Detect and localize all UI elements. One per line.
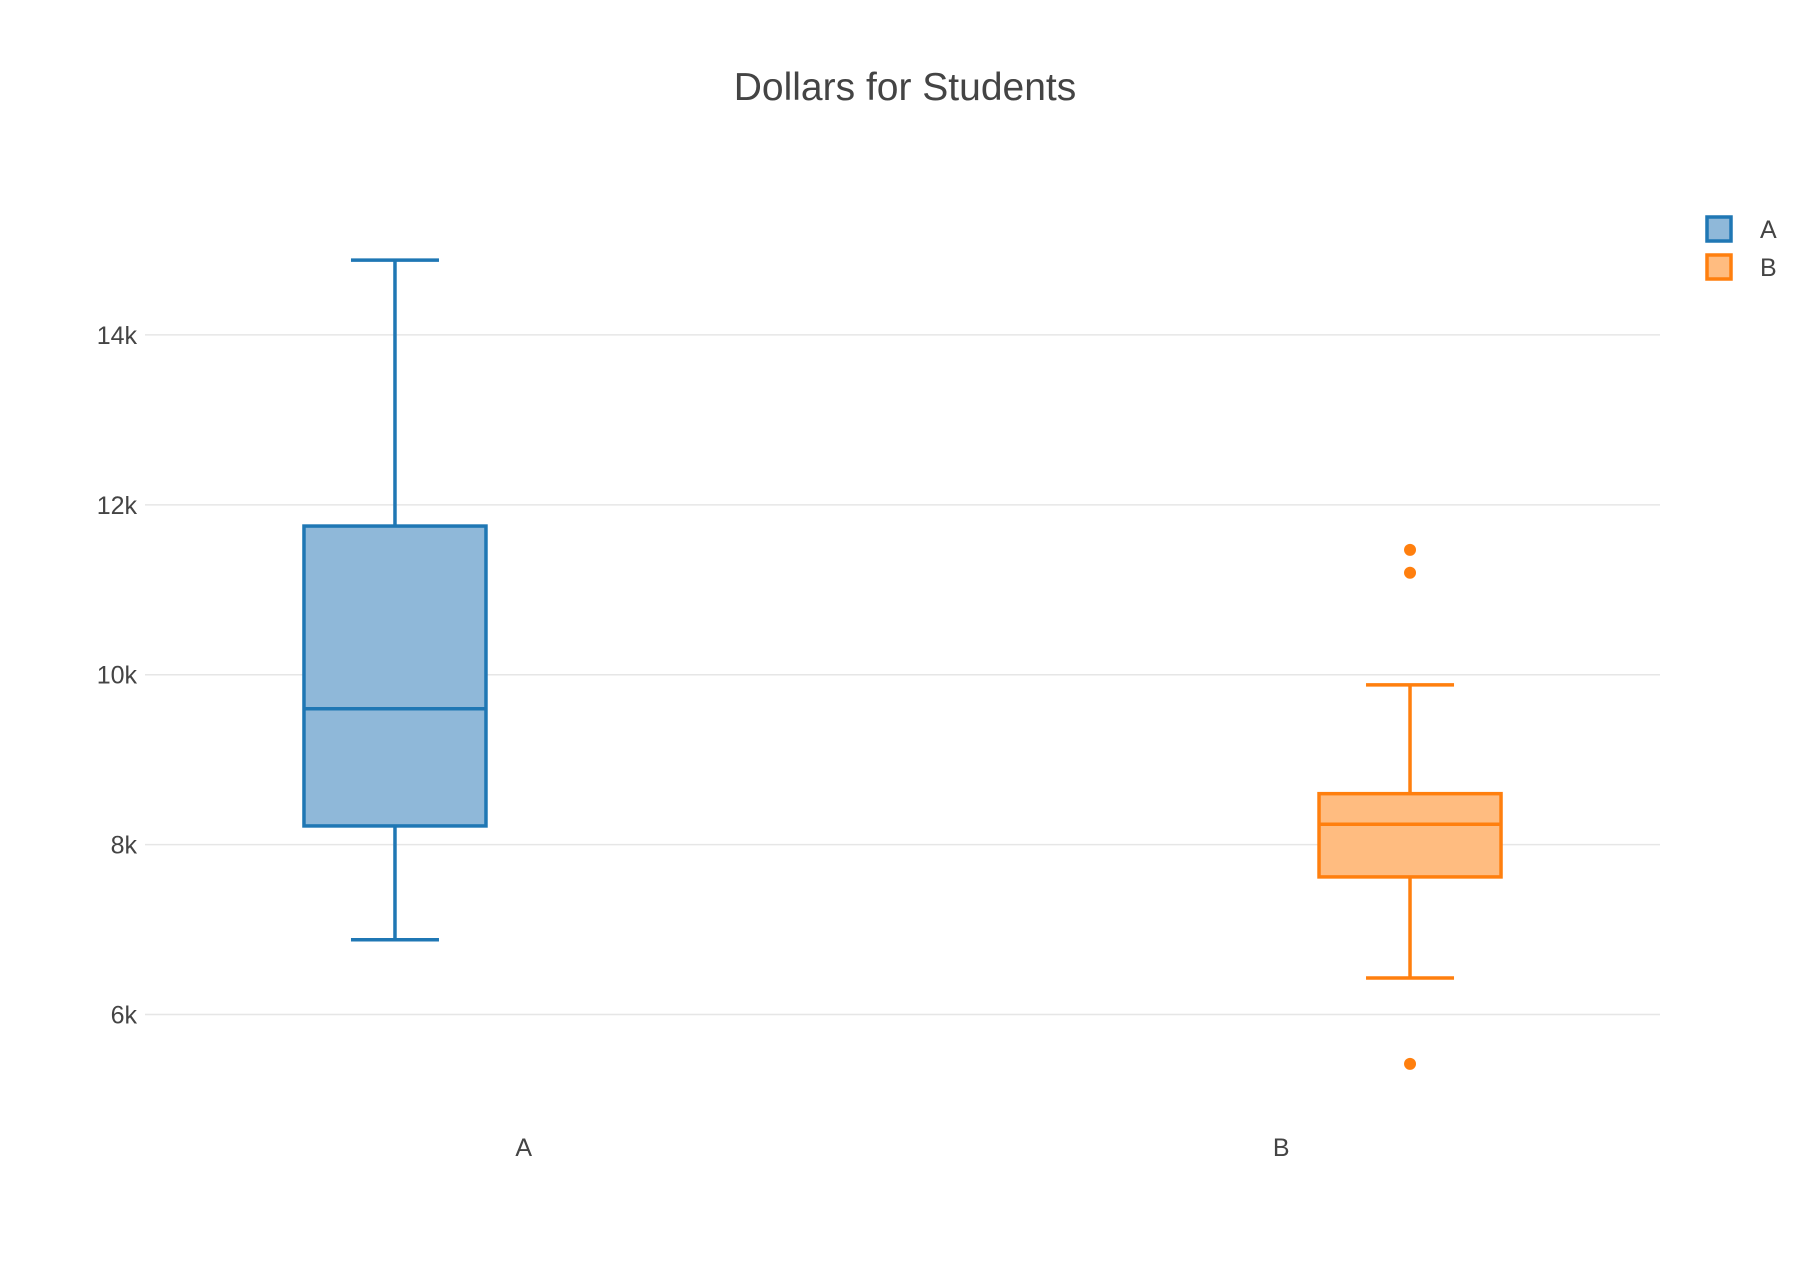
y-tick-label: 6k: [111, 1002, 138, 1030]
y-axis-ticks: 6k 8k 10k 12k 14k: [97, 322, 138, 1030]
outlier-point: [1404, 543, 1417, 556]
outlier-point: [1404, 566, 1417, 579]
box-series: [302, 258, 1503, 1070]
legend-swatch: [1705, 215, 1733, 243]
y-tick-label: 14k: [97, 322, 138, 350]
chart-title: Dollars for Students: [734, 66, 1077, 109]
iqr-box: [1317, 791, 1503, 879]
y-tick-label: 12k: [97, 492, 138, 520]
iqr-box: [302, 524, 488, 828]
legend-item-b[interactable]: B: [1705, 253, 1777, 282]
y-tick-label: 10k: [97, 662, 138, 690]
box-series-b: [1317, 543, 1503, 1070]
x-tick-label: A: [515, 1134, 532, 1162]
legend-label: A: [1760, 216, 1777, 244]
y-tick-label: 8k: [111, 832, 138, 860]
legend-label: B: [1760, 254, 1777, 282]
legend-swatch: [1705, 253, 1733, 281]
box-series-a: [302, 258, 488, 942]
legend-item-a[interactable]: A: [1705, 215, 1777, 244]
x-tick-label: B: [1273, 1134, 1290, 1162]
outlier-point: [1404, 1057, 1417, 1070]
legend[interactable]: AB: [1705, 215, 1777, 282]
